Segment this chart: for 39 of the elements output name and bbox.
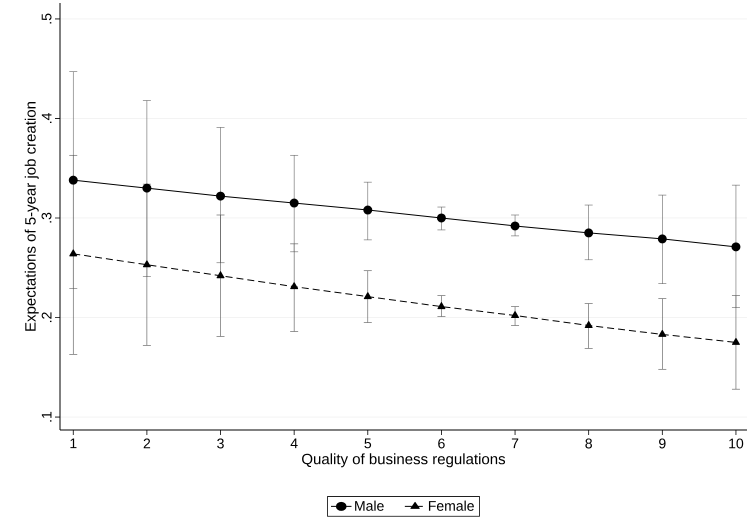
x-tick-label: 4 xyxy=(290,438,298,448)
point xyxy=(510,221,520,230)
legend-label: Male xyxy=(355,500,384,511)
y-axis-title: Expectations of 5-year job creation xyxy=(24,102,39,331)
point xyxy=(216,192,226,201)
x-tick-label: 1 xyxy=(70,438,76,448)
point xyxy=(216,271,224,278)
point xyxy=(732,338,740,345)
point xyxy=(437,302,446,310)
x-tick-label: 2 xyxy=(144,438,150,448)
y-tick-label: .3 xyxy=(42,212,52,223)
x-tick-label: 7 xyxy=(512,438,518,448)
point xyxy=(584,228,594,238)
x-axis-title: Quality of business regulations xyxy=(302,453,506,468)
point xyxy=(142,184,152,193)
point xyxy=(290,198,299,208)
x-tick-label: 3 xyxy=(217,438,224,448)
point xyxy=(363,206,372,215)
y-tick-label: .4 xyxy=(42,113,52,123)
x-tick-label: 8 xyxy=(585,438,592,448)
x-tick-label: 10 xyxy=(729,438,744,448)
y-tick-label: .2 xyxy=(42,312,52,322)
x-tick-label: 6 xyxy=(438,438,445,448)
point xyxy=(142,260,151,268)
y-tick-label: .1 xyxy=(42,412,52,422)
point xyxy=(658,234,667,244)
legend-label: Female xyxy=(428,500,474,511)
y-tick-label: .5 xyxy=(42,14,52,24)
x-tick-label: 5 xyxy=(364,438,372,448)
point xyxy=(731,242,740,252)
point xyxy=(436,213,446,222)
point xyxy=(584,320,593,328)
point xyxy=(511,311,520,318)
point xyxy=(69,249,78,256)
x-tick-label: 9 xyxy=(659,438,666,448)
point xyxy=(658,330,666,337)
point xyxy=(68,176,78,185)
point xyxy=(364,292,372,300)
point xyxy=(290,282,298,290)
